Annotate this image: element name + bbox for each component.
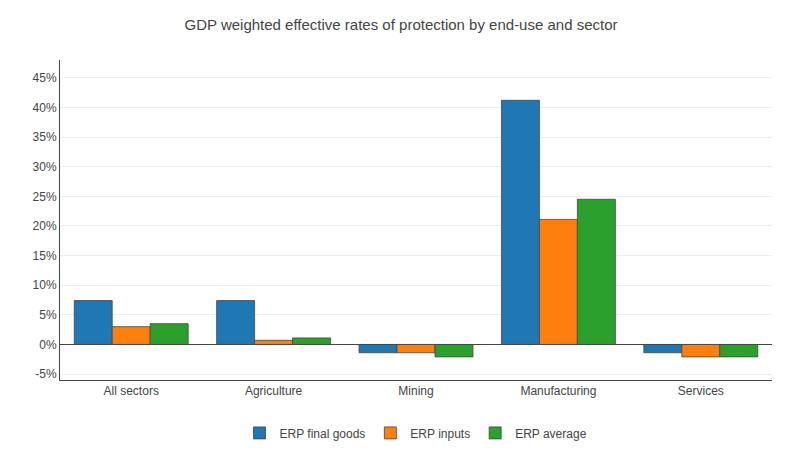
svg-text:Services: Services: [678, 384, 724, 398]
svg-text:30%: 30%: [33, 160, 57, 174]
svg-text:-5%: -5%: [35, 367, 57, 381]
svg-text:ERP average: ERP average: [515, 427, 586, 441]
svg-text:Agriculture: Agriculture: [245, 384, 303, 398]
svg-text:45%: 45%: [33, 71, 57, 85]
svg-text:0%: 0%: [39, 338, 57, 352]
svg-text:40%: 40%: [33, 101, 57, 115]
svg-text:35%: 35%: [33, 130, 57, 144]
svg-text:ERP inputs: ERP inputs: [410, 427, 470, 441]
svg-text:25%: 25%: [33, 190, 57, 204]
svg-text:Mining: Mining: [398, 384, 433, 398]
svg-text:10%: 10%: [33, 278, 57, 292]
svg-text:GDP weighted effective rates o: GDP weighted effective rates of protecti…: [184, 16, 617, 33]
svg-text:All sectors: All sectors: [104, 384, 159, 398]
svg-text:20%: 20%: [33, 219, 57, 233]
svg-text:ERP final goods: ERP final goods: [280, 427, 366, 441]
svg-text:5%: 5%: [39, 308, 57, 322]
svg-text:15%: 15%: [33, 249, 57, 263]
svg-text:Manufacturing: Manufacturing: [520, 384, 596, 398]
